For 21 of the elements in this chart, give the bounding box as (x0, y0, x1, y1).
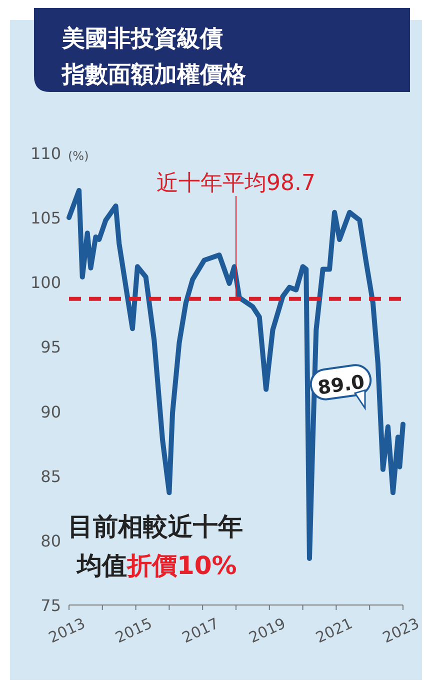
y-tick-label: 80 (40, 531, 61, 550)
y-tick-label: 90 (40, 402, 61, 422)
x-tick-label: 2017 (179, 614, 222, 647)
x-tick-label: 2013 (46, 614, 88, 647)
y-tick-label: 85 (40, 466, 61, 486)
y-tick-label: 95 (40, 338, 61, 357)
x-tick-label: 2021 (312, 614, 356, 647)
chart-title: 美國非投資級債指數面額加權價格 (61, 25, 246, 88)
annotation: 目前相較近十年 (68, 512, 243, 541)
ref-line-label: 近十年平均98.7 (156, 171, 316, 196)
y-tick-label: 110 (30, 144, 61, 163)
y-tick-label: 75 (40, 596, 61, 615)
x-tick-label: 2019 (246, 614, 288, 647)
annotation: 均值 (75, 551, 127, 580)
x-tick-label: 2015 (112, 614, 155, 647)
annotation: 89.0 (316, 371, 366, 400)
y-axis-title: (%) (68, 149, 89, 163)
y-tick-label: 105 (30, 208, 61, 228)
annotation: 折價10% (126, 551, 237, 580)
x-tick-label: 2023 (380, 614, 422, 647)
y-tick-label: 100 (30, 273, 61, 292)
